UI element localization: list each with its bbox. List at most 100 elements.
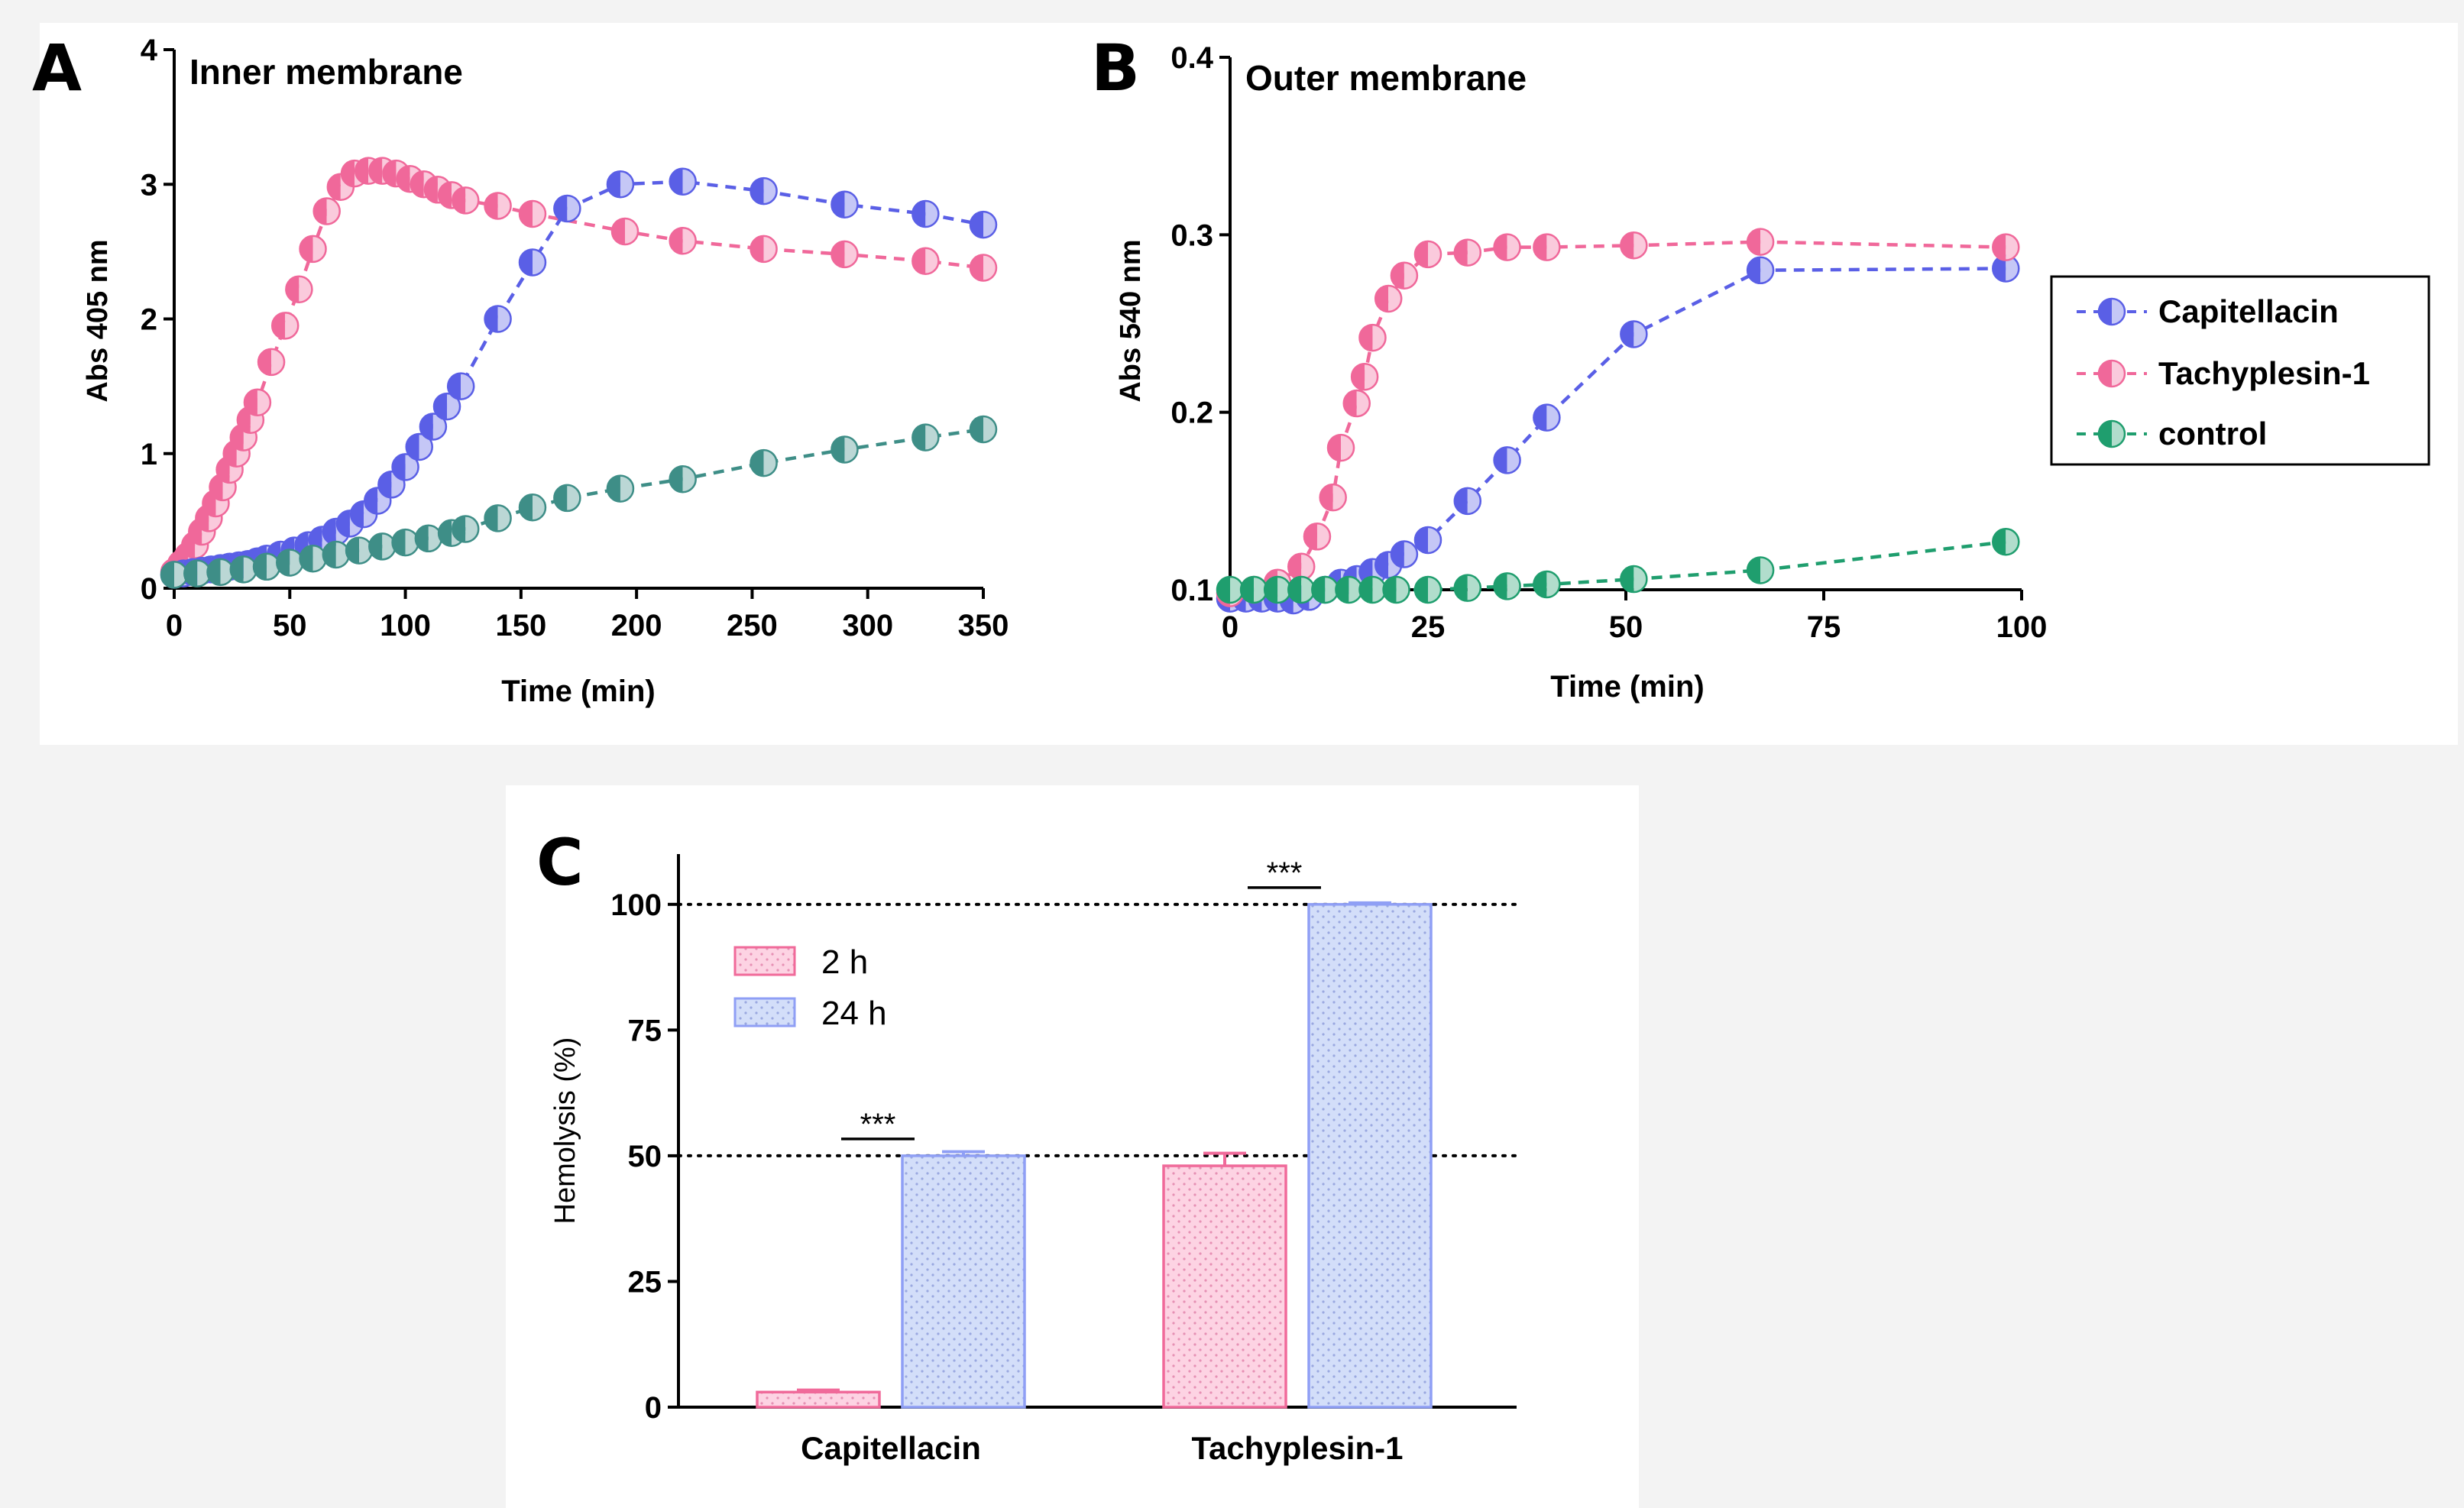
data-point <box>1493 446 1521 474</box>
data-point <box>669 227 697 255</box>
series-tachyplesin-1 <box>1216 228 2020 607</box>
data-point <box>606 474 635 503</box>
x-tick-label: 350 <box>958 609 1009 642</box>
data-point <box>1413 575 1442 604</box>
data-point <box>1287 575 1316 604</box>
series-capitellacin <box>160 167 998 589</box>
x-tick-label: 100 <box>380 609 431 642</box>
data-point <box>518 493 547 522</box>
data-point <box>276 549 304 577</box>
data-point <box>484 305 512 333</box>
data-point <box>1620 320 1648 348</box>
data-point <box>1358 323 1387 352</box>
significance-label: *** <box>860 1108 896 1141</box>
legend-swatch-24h <box>733 997 796 1027</box>
data-point <box>183 559 212 587</box>
data-point <box>414 524 443 553</box>
category-label: Capitellacin <box>801 1430 981 1466</box>
data-point <box>312 197 341 225</box>
data-point <box>1533 233 1561 261</box>
bar-2-h <box>756 1390 881 1409</box>
legend-marker <box>2097 297 2126 326</box>
data-point <box>1216 575 1245 604</box>
x-tick-label: 0 <box>166 609 183 642</box>
bar-group-capitellacin: Capitellacin *** <box>756 1108 1026 1466</box>
data-point <box>451 186 480 215</box>
y-tick-label: 0 <box>141 572 157 606</box>
x-tick-label: 25 <box>1411 610 1446 644</box>
series-control <box>1216 528 2020 604</box>
data-point <box>1746 228 1775 256</box>
panel-c-hemolysis: Hemolysis (%) 0 25 50 75 100 Capitellacin ***… <box>549 854 1518 1466</box>
data-point <box>1493 233 1521 261</box>
data-point <box>1335 575 1363 604</box>
data-point <box>750 448 778 477</box>
data-point <box>270 312 300 340</box>
data-point <box>669 167 697 196</box>
significance-label: *** <box>1267 856 1303 890</box>
data-point <box>969 254 998 282</box>
x-tick-label: 50 <box>273 609 307 642</box>
legend-entry-capitellacin: Capitellacin <box>2077 293 2339 329</box>
x-tick-label: 0 <box>1222 610 1238 644</box>
y-tick-label: 0.4 <box>1170 41 1213 75</box>
data-point <box>1533 570 1561 599</box>
data-point <box>669 464 697 493</box>
panel-c-bars: Capitellacin *** Tachyplesin-1 *** <box>756 856 1433 1466</box>
panel-b-legend: Capitellacin Tachyplesin-1 control <box>2050 275 2430 466</box>
data-point <box>553 194 581 223</box>
panel-b-title: Outer membrane <box>1245 58 1527 98</box>
x-tick-label: 200 <box>611 609 662 642</box>
y-tick-label: 4 <box>141 34 158 67</box>
data-point <box>1493 572 1521 600</box>
data-point <box>1319 483 1347 512</box>
data-point <box>1358 575 1387 604</box>
data-point <box>750 176 778 205</box>
x-tick-label: 250 <box>727 609 778 642</box>
data-point <box>484 504 512 532</box>
data-point <box>606 170 635 199</box>
panel-c-background <box>506 785 1639 1508</box>
x-tick-label: 150 <box>495 609 546 642</box>
x-tick-label: 50 <box>1609 610 1643 644</box>
y-tick-label: 0.3 <box>1170 218 1213 252</box>
category-label: Tachyplesin-1 <box>1192 1430 1404 1466</box>
data-point <box>1746 256 1775 285</box>
data-point <box>1453 574 1482 602</box>
panel-a-background <box>40 23 1106 745</box>
data-point <box>160 561 189 589</box>
data-point <box>1350 362 1379 391</box>
data-point <box>1287 552 1316 581</box>
data-point <box>345 536 374 565</box>
panel-a-title: Inner membrane <box>189 52 463 92</box>
data-point <box>1992 254 2020 283</box>
legend-entry-tachyplesin: Tachyplesin-1 <box>2077 355 2370 391</box>
panel-c-ylabel: Hemolysis (%) <box>549 1037 581 1225</box>
y-tick-label: 25 <box>628 1265 662 1299</box>
y-tick-label: 0.1 <box>1170 574 1213 607</box>
y-tick-label: 0.2 <box>1170 396 1213 430</box>
panel-letter-a: A <box>32 31 82 105</box>
data-point <box>831 190 859 218</box>
data-point <box>1453 487 1482 516</box>
legend-entry-control: control <box>2077 416 2267 451</box>
legend-label-24h: 24 h <box>821 995 887 1032</box>
bar-24-h <box>1307 903 1433 1409</box>
data-point <box>1413 240 1442 269</box>
x-tick-label: 100 <box>1996 610 2048 644</box>
y-tick-label: 100 <box>610 888 662 922</box>
data-point <box>1382 575 1410 604</box>
data-point <box>322 540 351 569</box>
bar-24-h <box>901 1154 1026 1409</box>
panel-a-series <box>160 157 998 589</box>
bar-2-h <box>1162 1164 1287 1409</box>
y-tick-label: 50 <box>628 1140 662 1173</box>
panel-c-legend: 2 h 24 h <box>733 943 887 1032</box>
data-point <box>391 528 419 557</box>
data-point <box>299 544 327 573</box>
series-tachyplesin-1 <box>160 157 998 587</box>
data-point <box>1342 389 1371 418</box>
data-point <box>229 555 258 584</box>
series-line <box>1229 240 2006 595</box>
